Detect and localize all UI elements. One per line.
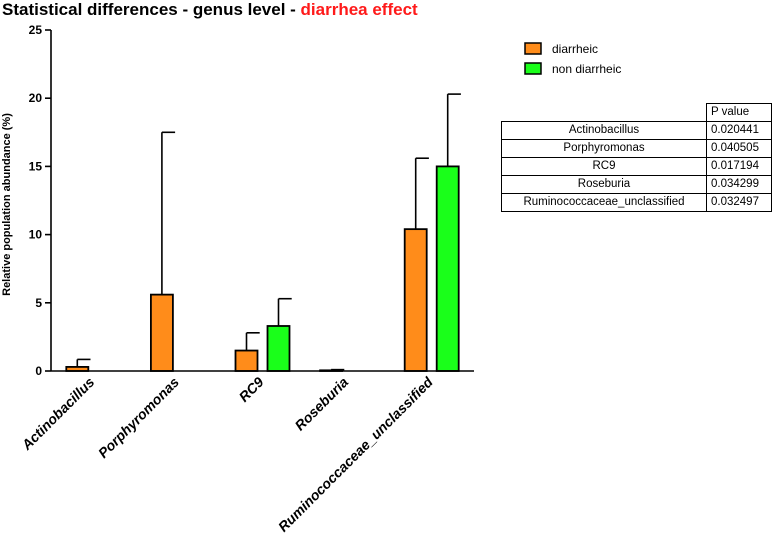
p-value-row: Actinobacillus 0.020441 — [501, 121, 772, 140]
y-tick-label: 0 — [35, 364, 42, 378]
p-value-genus: Porphyromonas — [501, 139, 707, 158]
legend: diarrheic non diarrheic — [524, 42, 621, 76]
bar-non-diarrheic — [435, 165, 460, 372]
p-value: 0.032497 — [706, 193, 772, 212]
p-value-genus: Roseburia — [501, 175, 707, 194]
x-tick-label: Actinobacillus — [18, 374, 98, 454]
legend-label: non diarrheic — [552, 62, 621, 76]
y-axis: 0 5 10 15 20 25 Relative population abundance … — [1, 23, 52, 378]
y-tick-label: 10 — [29, 228, 43, 242]
chart-title: Statistical differences - genus level - … — [2, 0, 418, 20]
p-value-genus: RC9 — [501, 157, 707, 176]
chart-title-highlight: diarrhea effect — [300, 0, 418, 19]
p-value-row: Ruminococcaceae_unclassified 0.032497 — [501, 193, 772, 212]
y-tick-label: 5 — [35, 296, 42, 310]
bar-diarrheic — [234, 349, 259, 372]
p-value-table-header-row: P value — [501, 103, 772, 122]
legend-swatch-diarrheic — [524, 42, 542, 55]
y-axis-title: Relative population abundance (%) — [1, 113, 13, 296]
p-value: 0.034299 — [706, 175, 772, 194]
p-value: 0.020441 — [706, 121, 772, 140]
bars — [65, 93, 461, 372]
x-tick-label: RC9 — [235, 374, 266, 405]
p-value-row: Roseburia 0.034299 — [501, 175, 772, 194]
p-value: 0.040505 — [706, 139, 772, 158]
p-value-table: P value Actinobacillus 0.020441 Porphyro… — [501, 103, 772, 212]
p-value-row: RC9 0.017194 — [501, 157, 772, 176]
bar-non-diarrheic — [266, 325, 291, 372]
y-tick-label: 25 — [29, 23, 43, 37]
bar-diarrheic — [403, 228, 428, 372]
y-tick-label: 15 — [29, 159, 43, 173]
p-value: 0.017194 — [706, 157, 772, 176]
p-value-row: Porphyromonas 0.040505 — [501, 139, 772, 158]
y-tick-label: 20 — [29, 91, 43, 105]
p-value-header: P value — [706, 103, 772, 122]
bar-diarrheic — [149, 293, 174, 372]
legend-swatch-non-diarrheic — [524, 62, 542, 75]
legend-label: diarrheic — [552, 42, 598, 56]
p-value-genus: Ruminococcaceae_unclassified — [501, 193, 707, 212]
x-tick-label: Porphyromonas — [95, 374, 182, 461]
x-tick-label: Ruminococcaceae_unclassified — [275, 373, 436, 534]
x-tick-label: Roseburia — [291, 374, 351, 434]
p-value-table-corner — [501, 103, 707, 122]
chart-title-main: Statistical differences - genus level - — [2, 0, 301, 19]
p-value-genus: Actinobacillus — [501, 121, 707, 140]
